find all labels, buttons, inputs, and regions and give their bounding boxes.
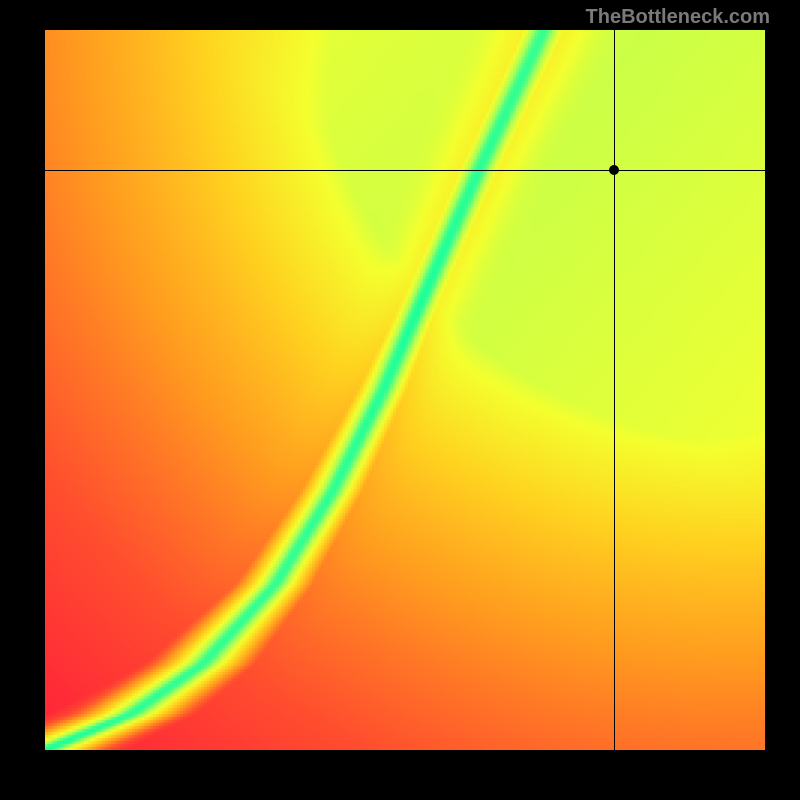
watermark-text: TheBottleneck.com — [586, 6, 770, 29]
crosshair-horizontal — [45, 170, 765, 171]
crosshair-marker — [609, 165, 619, 175]
bottleneck-heatmap — [45, 30, 765, 750]
heatmap-canvas — [45, 30, 765, 750]
crosshair-vertical — [614, 30, 615, 750]
